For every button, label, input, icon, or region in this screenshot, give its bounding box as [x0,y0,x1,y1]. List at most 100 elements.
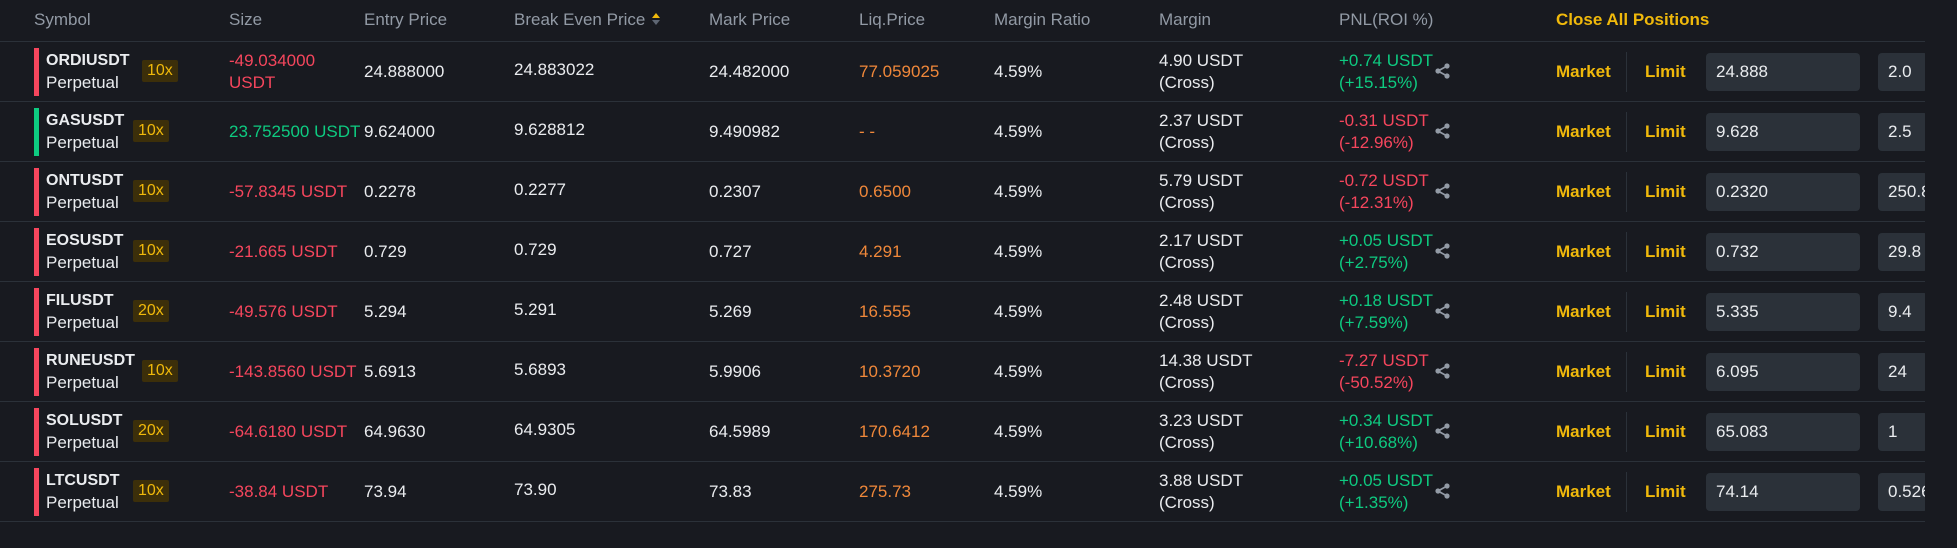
pnl-cell: -7.27 USDT (-50.52%) [1339,342,1429,401]
market-close-button[interactable]: Market [1556,301,1611,321]
limit-price-input[interactable]: 65.083 [1706,413,1860,451]
share-icon[interactable] [1434,362,1452,380]
symbol-cell[interactable]: RUNEUSDT Perpetual [46,342,135,401]
close-quantity-input[interactable]: 1 [1878,413,1928,451]
limit-price-input[interactable]: 24.888 [1706,53,1860,91]
symbol-name[interactable]: EOSUSDT [46,231,124,249]
limit-price-input[interactable]: 6.095 [1706,353,1860,391]
size-cell: -57.8345 USDT [229,162,347,221]
close-quantity-input[interactable]: 2.0 [1878,53,1928,91]
limit-close-button[interactable]: Limit [1645,181,1686,201]
column-header-symbol[interactable]: Symbol [34,10,91,29]
market-close-button[interactable]: Market [1556,481,1611,501]
market-close-button[interactable]: Market [1556,241,1611,261]
symbol-cell[interactable]: GASUSDT Perpetual [46,102,124,161]
leverage-badge[interactable]: 10x [142,360,178,382]
limit-close-button[interactable]: Limit [1645,421,1686,441]
symbol-cell[interactable]: LTCUSDT Perpetual [46,462,119,521]
pnl-cell: +0.05 USDT (+1.35%) [1339,462,1433,521]
mark-price-cell: 0.2307 [709,162,761,221]
column-header-margin-ratio[interactable]: Margin Ratio [994,10,1091,29]
position-row: EOSUSDT Perpetual 10x -21.665 USDT 0.729 0.72… [0,222,1928,282]
share-icon[interactable] [1434,62,1452,80]
market-close-button[interactable]: Market [1556,61,1611,81]
size-unit: USDT [229,72,276,92]
leverage-badge[interactable]: 20x [133,420,169,442]
symbol-name[interactable]: RUNEUSDT [46,351,135,369]
symbol-name[interactable]: GASUSDT [46,111,125,129]
break-even-price-value: 0.729 [514,239,557,259]
mark-price-cell: 0.727 [709,222,752,281]
market-close-button[interactable]: Market [1556,421,1611,441]
share-icon[interactable] [1434,242,1452,260]
margin-mode: (Cross) [1159,372,1215,392]
leverage-badge[interactable]: 10x [133,180,169,202]
pnl-value: +0.34 USDT [1339,410,1434,430]
close-quantity-input[interactable]: 0.526 [1878,473,1928,511]
close-quantity-input[interactable]: 2.5 [1878,113,1928,151]
margin-ratio-value: 4.59% [994,481,1043,501]
share-icon[interactable] [1434,422,1452,440]
limit-price-input[interactable]: 0.2320 [1706,173,1860,211]
symbol-cell[interactable]: SOLUSDT Perpetual [46,402,122,461]
leverage-badge[interactable]: 10x [133,240,169,262]
close-quantity-input[interactable]: 24 [1878,353,1928,391]
margin-mode: (Cross) [1159,192,1215,212]
limit-close-button[interactable]: Limit [1645,301,1686,321]
market-close-button[interactable]: Market [1556,121,1611,141]
symbol-name[interactable]: SOLUSDT [46,411,123,429]
share-icon[interactable] [1434,302,1452,320]
limit-price-input[interactable]: 74.14 [1706,473,1860,511]
limit-close-button[interactable]: Limit [1645,361,1686,381]
margin-value: 14.38 USDT [1159,350,1253,370]
limit-close-button[interactable]: Limit [1645,61,1686,81]
column-header-mark-price[interactable]: Mark Price [709,10,791,29]
column-header-size[interactable]: Size [229,10,263,29]
break-even-price-value: 5.6893 [514,359,566,379]
share-icon[interactable] [1434,122,1452,140]
market-close-button[interactable]: Market [1556,181,1611,201]
share-icon[interactable] [1434,182,1452,200]
symbol-cell[interactable]: ORDIUSDT Perpetual [46,42,130,101]
symbol-cell[interactable]: ONTUSDT Perpetual [46,162,123,221]
column-header-break-even-price[interactable]: Break Even Price [514,0,661,40]
liq-price-value: 10.3720 [859,361,921,381]
limit-close-button[interactable]: Limit [1645,481,1686,501]
column-header-margin[interactable]: Margin [1159,10,1211,29]
column-header-liq-price[interactable]: Liq.Price [859,10,926,29]
column-header-break-even-label: Break Even Price [514,10,646,29]
size-cell: -21.665 USDT [229,222,338,281]
limit-price-input[interactable]: 5.335 [1706,293,1860,331]
leverage-badge[interactable]: 10x [133,120,169,142]
limit-close-button[interactable]: Limit [1645,241,1686,261]
close-all-positions-button[interactable]: Close All Positions [1556,10,1710,29]
symbol-name[interactable]: ONTUSDT [46,171,124,189]
leverage-badge[interactable]: 10x [133,480,169,502]
close-quantity-input[interactable]: 29.8 [1878,233,1928,271]
market-close-button[interactable]: Market [1556,361,1611,381]
leverage-badge[interactable]: 20x [133,300,169,322]
limit-price-input[interactable]: 9.628 [1706,113,1860,151]
column-header-entry-price[interactable]: Entry Price [364,10,448,29]
leverage-badge[interactable]: 10x [142,60,178,82]
symbol-cell[interactable]: EOSUSDT Perpetual [46,222,123,281]
position-row: ORDIUSDT Perpetual 10x -49.034000 USDT 24.888… [0,41,1928,102]
pnl-value: -7.27 USDT [1339,350,1429,370]
size-value: -38.84 USDT [229,481,329,501]
symbol-name[interactable]: LTCUSDT [46,471,120,489]
column-header-pnl[interactable]: PNL(ROI %) [1339,10,1434,29]
pnl-cell: +0.74 USDT (+15.15%) [1339,42,1433,101]
close-quantity-input[interactable]: 250.8 [1878,173,1928,211]
divider [1626,52,1627,92]
close-quantity-input[interactable]: 9.4 [1878,293,1928,331]
scrollbar-track[interactable] [1925,0,1957,548]
share-icon[interactable] [1434,482,1452,500]
symbol-cell[interactable]: FILUSDT Perpetual [46,282,119,341]
symbol-name[interactable]: FILUSDT [46,291,114,309]
limit-price-input[interactable]: 0.732 [1706,233,1860,271]
limit-close-button[interactable]: Limit [1645,121,1686,141]
pnl-value: +0.05 USDT [1339,230,1434,250]
sort-icon[interactable] [651,13,661,27]
symbol-name[interactable]: ORDIUSDT [46,51,130,69]
positions-table-header: Symbol Size Entry Price Break Even Price… [0,0,1957,40]
